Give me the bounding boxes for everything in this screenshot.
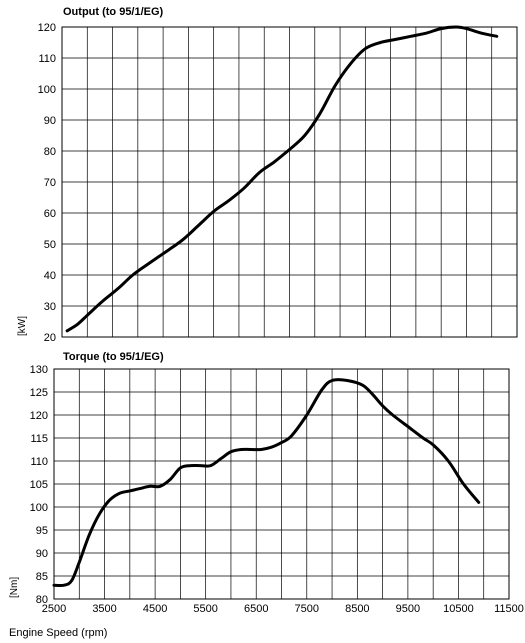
output-gridlines bbox=[62, 27, 517, 337]
y-tick-label: 100 bbox=[38, 84, 56, 96]
x-tick-label: 5500 bbox=[193, 603, 217, 615]
y-tick-label: 90 bbox=[44, 115, 56, 127]
torque-chart-title: Torque (to 95/1/EG) bbox=[63, 351, 164, 363]
output-y-tick-labels: 20 30 40 50 60 70 80 90 100 110 120 bbox=[38, 22, 56, 344]
y-tick-label: 40 bbox=[44, 270, 56, 282]
torque-gridlines bbox=[54, 369, 509, 599]
torque-y-tick-labels: 80 85 90 95 100 105 110 115 120 125 130 bbox=[30, 364, 48, 606]
output-chart-title: Output (to 95/1/EG) bbox=[63, 6, 164, 18]
y-tick-label: 70 bbox=[44, 177, 56, 189]
y-tick-label: 95 bbox=[36, 525, 48, 537]
x-tick-label: 7500 bbox=[295, 603, 319, 615]
y-tick-label: 20 bbox=[44, 332, 56, 344]
output-chart: Output (to 95/1/EG) 20 30 40 50 60 70 80 90 100 1… bbox=[17, 6, 518, 344]
x-axis-label: Engine Speed (rpm) bbox=[9, 627, 107, 639]
y-tick-label: 120 bbox=[30, 410, 48, 422]
y-tick-label: 85 bbox=[36, 571, 48, 583]
torque-chart: Torque (to 95/1/EG) 80 85 90 95 100 105 110 115… bbox=[9, 351, 524, 639]
x-tick-label: 6500 bbox=[244, 603, 268, 615]
y-tick-label: 60 bbox=[44, 208, 56, 220]
y-tick-label: 80 bbox=[36, 594, 48, 606]
x-tick-label: 8500 bbox=[345, 603, 369, 615]
x-tick-label: 9500 bbox=[396, 603, 420, 615]
y-tick-label: 90 bbox=[36, 548, 48, 560]
y-tick-label: 80 bbox=[44, 146, 56, 158]
torque-y-axis-label: [Nm] bbox=[9, 577, 20, 598]
y-tick-label: 110 bbox=[38, 53, 56, 65]
x-tick-label: 2500 bbox=[42, 603, 66, 615]
x-tick-label: 10500 bbox=[443, 603, 474, 615]
torque-series-line bbox=[52, 378, 481, 588]
y-tick-label: 100 bbox=[30, 502, 48, 514]
y-tick-label: 115 bbox=[30, 433, 48, 445]
x-tick-label: 11500 bbox=[494, 603, 524, 615]
y-tick-label: 110 bbox=[30, 456, 48, 468]
y-tick-label: 130 bbox=[30, 364, 48, 376]
x-tick-label: 4500 bbox=[143, 603, 167, 615]
y-tick-label: 120 bbox=[38, 22, 56, 34]
output-series-line bbox=[65, 25, 499, 333]
x-tick-label: 3500 bbox=[92, 603, 116, 615]
y-tick-label: 30 bbox=[44, 301, 56, 313]
torque-x-tick-labels: 2500 3500 4500 5500 6500 7500 8500 9500 10500 115… bbox=[42, 603, 524, 615]
y-tick-label: 105 bbox=[30, 479, 48, 491]
y-tick-label: 125 bbox=[30, 387, 48, 399]
y-tick-label: 50 bbox=[44, 239, 56, 251]
output-y-axis-label: [kW] bbox=[17, 316, 28, 336]
